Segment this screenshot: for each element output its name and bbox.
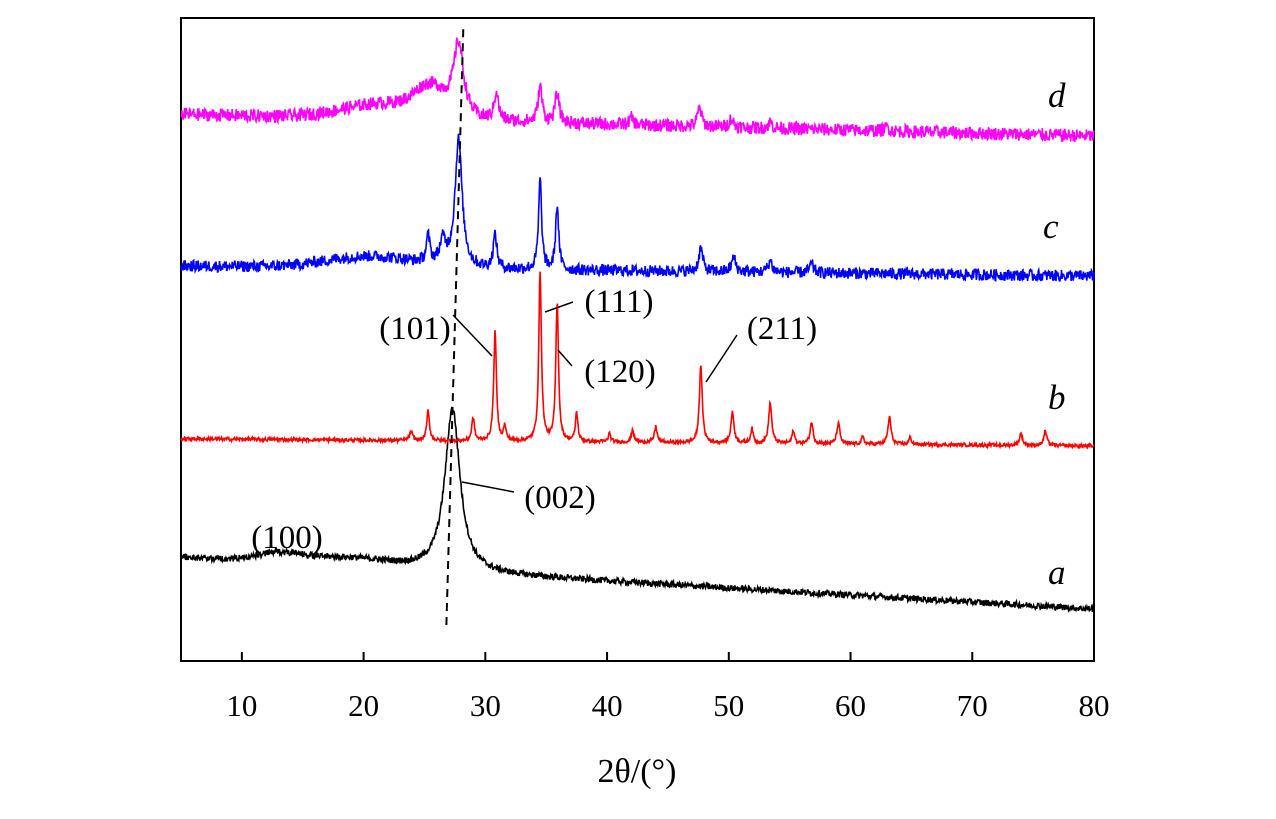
annotation-label-3: (111) bbox=[584, 284, 653, 320]
x-tick-label-30: 30 bbox=[470, 688, 501, 723]
x-tick-label-60: 60 bbox=[835, 688, 866, 723]
series-b-label: b bbox=[1048, 378, 1066, 417]
plot-frame bbox=[180, 17, 1095, 662]
annotation-leader-4 bbox=[557, 349, 573, 367]
series-a-line bbox=[180, 406, 1095, 613]
x-tick-label-10: 10 bbox=[226, 688, 257, 723]
x-tick-label-20: 20 bbox=[348, 688, 379, 723]
x-tick-label-70: 70 bbox=[957, 688, 988, 723]
x-tick-label-40: 40 bbox=[592, 688, 623, 723]
annotation-leader-5 bbox=[705, 334, 738, 383]
series-d-label: d bbox=[1048, 76, 1066, 115]
annotation-label-1: (002) bbox=[524, 480, 595, 516]
reference-dashed-line bbox=[445, 23, 465, 626]
series-c-line bbox=[180, 133, 1095, 283]
x-tick-label-50: 50 bbox=[713, 688, 744, 723]
annotation-leader-1 bbox=[461, 481, 515, 493]
series-c-label: c bbox=[1043, 207, 1059, 246]
x-axis-title: 2θ/(°) bbox=[598, 753, 677, 790]
series-a-label: a bbox=[1048, 553, 1066, 592]
annotation-label-5: (211) bbox=[747, 311, 817, 347]
annotation-leader-2 bbox=[452, 314, 493, 357]
reference-line-layer bbox=[445, 23, 465, 626]
annotation-layer: (100) (002) (101) (111) (120) (211) bbox=[251, 284, 817, 556]
annotation-leader-3 bbox=[544, 301, 574, 313]
annotation-label-2: (101) bbox=[379, 311, 450, 347]
series-d-line bbox=[180, 37, 1095, 143]
annotation-label-4: (120) bbox=[584, 354, 655, 390]
series-layer: a b c d bbox=[180, 37, 1095, 613]
x-tick-label-80: 80 bbox=[1079, 688, 1110, 723]
annotation-label-0: (100) bbox=[251, 520, 322, 556]
x-axis: 10 20 30 40 50 60 70 80 bbox=[226, 652, 1110, 723]
series-b-line bbox=[180, 271, 1095, 450]
